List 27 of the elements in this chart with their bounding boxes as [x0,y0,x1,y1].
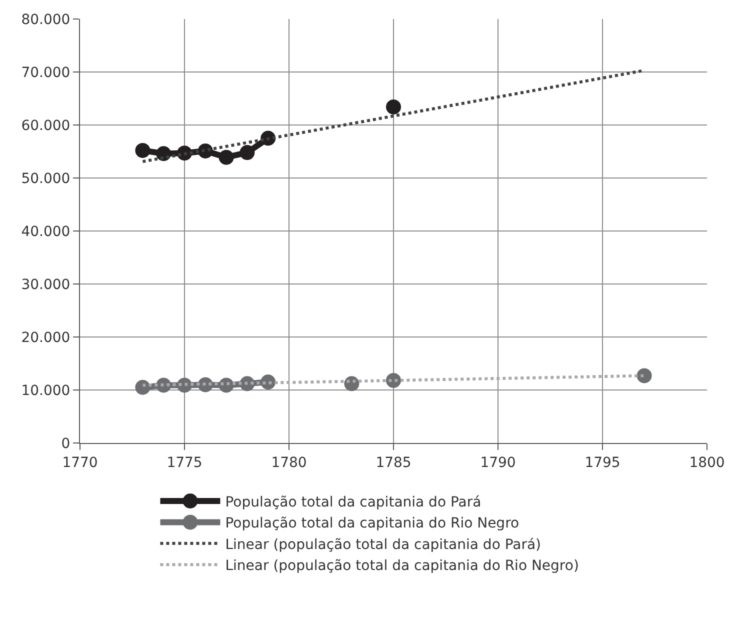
y-tick-label: 20.000 [21,330,70,346]
y-tick-label: 80.000 [21,12,70,28]
y-tick-label: 60.000 [21,118,70,134]
x-tick-label: 1775 [166,454,202,471]
y-tick-label: 0 [61,436,70,452]
legend-label: População total da capitania do Rio Negro [225,516,520,532]
x-tick-label: 1790 [480,454,516,471]
legend-label: População total da capitania do Pará [225,494,482,510]
point [156,146,172,162]
y-tick-label: 50.000 [21,170,70,187]
point [135,380,150,395]
y-tick-label: 40.000 [21,224,70,240]
point [386,99,401,114]
y-tick-label: 30.000 [21,276,70,293]
x-tick-label: 1780 [271,454,307,471]
x-tick-label: 1770 [62,454,98,471]
point [240,145,255,160]
legend-label: Linear (população total da capitania do Rio Negro) [225,558,579,574]
x-tick-label: 1800 [689,454,725,471]
x-tick-label: 1795 [584,454,620,471]
point [636,368,652,384]
x-tick-label: 1785 [376,454,412,471]
legend-label: Linear (população total da capitania do Pará) [225,536,542,553]
point [135,142,150,158]
point [218,150,234,165]
y-tick-label: 10.000 [21,382,70,399]
y-tick-label: 70.000 [21,64,70,81]
